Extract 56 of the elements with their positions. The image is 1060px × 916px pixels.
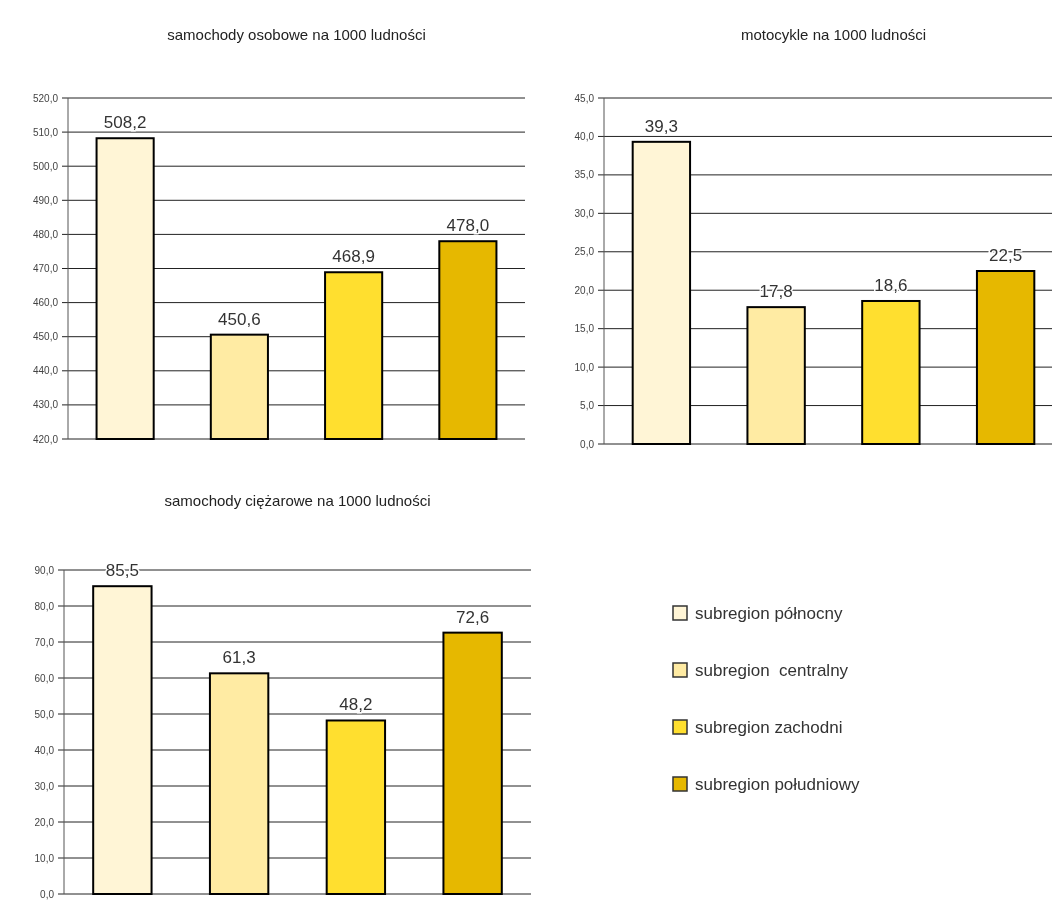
- y-tick-label: 90,0: [34, 564, 55, 576]
- y-tick-label: 70,0: [34, 636, 55, 648]
- y-tick-label: 420,0: [32, 433, 59, 445]
- y-tick-label: 520,0: [32, 92, 59, 104]
- y-tick-label: 500,0: [32, 160, 59, 172]
- y-tick-label: 10,0: [34, 852, 55, 864]
- bar: [92, 585, 153, 895]
- bar: [975, 270, 1036, 445]
- y-tick-label: 20,0: [574, 284, 595, 296]
- y-tick-label: 480,0: [32, 228, 59, 240]
- legend-label: subregion północny: [695, 603, 843, 623]
- chart-title: samochody ciężarowe na 1000 ludności: [164, 492, 431, 509]
- data-label: 478,0: [446, 216, 490, 236]
- legend-label: subregion południowy: [695, 774, 860, 794]
- y-tick-label: 15,0: [574, 323, 595, 335]
- y-tick-label: 510,0: [32, 126, 59, 138]
- bar: [442, 631, 503, 895]
- y-tick-label: 40,0: [34, 744, 55, 756]
- data-label: 39,3: [644, 116, 678, 136]
- bar: [325, 719, 387, 895]
- y-tick-label: 5,0: [580, 400, 595, 412]
- chart-title: samochody osobowe na 1000 ludności: [167, 26, 426, 43]
- y-tick-label: 60,0: [34, 672, 55, 684]
- legend-label: subregion centralny: [695, 660, 849, 680]
- data-label: 61,3: [222, 648, 256, 668]
- y-tick-label: 0,0: [40, 888, 55, 900]
- y-tick-label: 490,0: [32, 194, 59, 206]
- y-tick-label: 10,0: [574, 361, 595, 373]
- data-label: 48,2: [339, 695, 373, 715]
- y-tick-label: 430,0: [32, 399, 59, 411]
- bar: [208, 672, 270, 895]
- legend-label: subregion zachodni: [695, 717, 843, 737]
- y-tick-label: 460,0: [32, 297, 59, 309]
- data-label: 450,6: [218, 309, 261, 329]
- data-label: 72,6: [456, 607, 490, 627]
- bar: [631, 140, 692, 445]
- data-label: 85,5: [105, 561, 139, 581]
- y-tick-label: 470,0: [32, 263, 59, 274]
- y-tick-label: 450,0: [32, 331, 59, 343]
- y-tick-label: 40,0: [574, 130, 595, 142]
- y-tick-label: 440,0: [32, 365, 59, 377]
- chart-title: motocykle na 1000 ludności: [740, 26, 927, 43]
- y-tick-label: 30,0: [574, 207, 595, 219]
- y-tick-label: 20,0: [34, 816, 55, 828]
- data-label: 508,2: [103, 113, 147, 133]
- y-tick-label: 80,0: [34, 600, 55, 612]
- y-tick-label: 50,0: [34, 708, 55, 720]
- bar: [861, 299, 921, 445]
- y-tick-label: 25,0: [574, 246, 595, 258]
- data-label: 22,5: [989, 246, 1023, 265]
- y-tick-label: 35,0: [574, 169, 595, 181]
- y-tick-label: 0,0: [580, 438, 595, 450]
- y-tick-label: 45,0: [574, 92, 595, 104]
- y-tick-label: 30,0: [34, 780, 55, 792]
- bar: [746, 306, 806, 445]
- data-label: 468,9: [332, 247, 375, 267]
